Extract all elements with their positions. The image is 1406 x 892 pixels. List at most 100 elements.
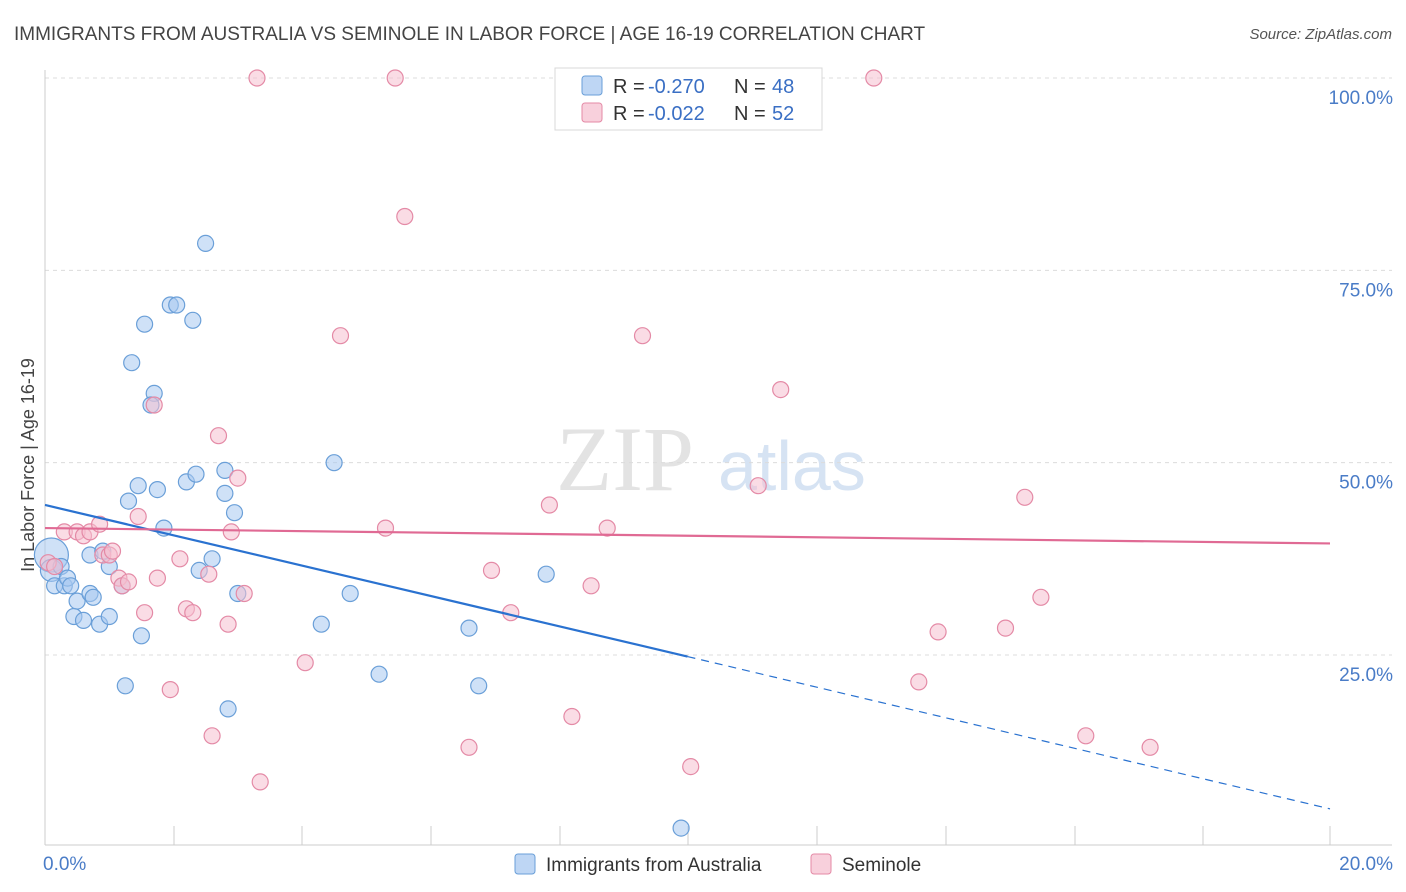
point-seminole-23 xyxy=(209,427,228,445)
x-tick-label-0: 0.0% xyxy=(43,854,86,875)
point-australia-23 xyxy=(123,354,141,372)
point-seminole-15 xyxy=(145,396,163,414)
trend-lines xyxy=(44,503,1331,810)
point-seminole-51 xyxy=(1032,588,1050,606)
legend-n-label-1: N = xyxy=(734,76,766,98)
point-seminole-36 xyxy=(482,561,501,580)
point-australia-36 xyxy=(216,461,234,479)
legend-r-label-2: R = xyxy=(613,103,645,125)
point-australia-8 xyxy=(68,592,86,610)
point-seminole-34 xyxy=(396,207,414,226)
point-seminole-44 xyxy=(749,477,767,495)
point-seminole-28 xyxy=(248,69,266,87)
point-australia-38 xyxy=(219,700,237,718)
watermark-zip: ZIP xyxy=(556,408,694,510)
point-australia-34 xyxy=(197,234,215,252)
legend: R = -0.270 N = 48 R = -0.022 N = 52 xyxy=(554,67,823,131)
x-tick-labels: 0.0% 20.0% xyxy=(43,854,1393,875)
point-australia-48 xyxy=(672,819,690,837)
point-seminole-27 xyxy=(235,584,253,603)
legend-r-value-1: -0.270 xyxy=(648,76,705,98)
point-australia-32 xyxy=(187,465,205,483)
point-seminole-38 xyxy=(540,496,559,514)
point-australia-39 xyxy=(225,504,244,522)
point-seminole-40 xyxy=(582,577,600,595)
point-seminole-35 xyxy=(460,738,478,756)
point-australia-19 xyxy=(119,492,138,510)
chart-title: IMMIGRANTS FROM AUSTRALIA VS SEMINOLE IN… xyxy=(14,24,926,45)
point-seminole-1 xyxy=(45,557,64,576)
point-seminole-50 xyxy=(1016,488,1034,506)
point-australia-16 xyxy=(100,607,118,626)
watermark-atlas: atlas xyxy=(718,427,866,505)
point-seminole-22 xyxy=(203,727,221,745)
point-australia-42 xyxy=(325,454,343,472)
point-australia-41 xyxy=(312,615,330,633)
bottom-legend-label-seminole: Seminole xyxy=(842,855,921,876)
point-seminole-30 xyxy=(296,654,314,672)
legend-n-value-1: 48 xyxy=(772,76,794,98)
watermark: ZIP atlas xyxy=(556,408,866,510)
y-tick-label-2: 50.0% xyxy=(1339,473,1393,494)
point-seminole-9 xyxy=(103,542,122,560)
point-seminole-52 xyxy=(1077,727,1095,745)
point-seminole-21 xyxy=(200,565,218,583)
point-seminole-16 xyxy=(148,569,166,587)
bottom-legend-swatch-seminole xyxy=(810,853,832,875)
x-tick-label-1: 20.0% xyxy=(1339,854,1393,875)
point-seminole-20 xyxy=(184,604,202,622)
point-australia-43 xyxy=(341,584,359,603)
point-australia-18 xyxy=(116,677,134,695)
point-seminole-17 xyxy=(161,680,179,699)
bottom-legend: Immigrants from Australia Seminole xyxy=(514,853,921,876)
legend-swatch-australia xyxy=(581,75,603,96)
y-tick-label-3: 25.0% xyxy=(1339,665,1393,686)
legend-r-label-1: R = xyxy=(613,76,645,98)
point-seminole-45 xyxy=(772,381,790,399)
chart-source: Source: ZipAtlas.com xyxy=(1249,26,1392,43)
point-seminole-42 xyxy=(633,327,652,345)
point-seminole-33 xyxy=(386,69,404,87)
point-australia-31 xyxy=(184,311,202,329)
bottom-legend-swatch-australia xyxy=(514,853,536,875)
point-seminole-47 xyxy=(910,673,928,691)
point-seminole-12 xyxy=(119,573,138,591)
point-seminole-13 xyxy=(129,507,147,526)
point-seminole-26 xyxy=(229,469,247,487)
point-seminole-25 xyxy=(222,523,240,541)
gridlines xyxy=(45,77,1392,656)
point-seminole-14 xyxy=(136,604,154,622)
point-australia-29 xyxy=(168,296,186,314)
point-australia-11 xyxy=(84,588,102,606)
legend-n-value-2: 52 xyxy=(772,103,794,125)
y-tick-label-1: 75.0% xyxy=(1339,280,1393,301)
trend-line-seminole xyxy=(44,526,1331,545)
point-australia-46 xyxy=(470,677,488,695)
y-tick-labels: 100.0% 75.0% 50.0% 25.0% xyxy=(1329,88,1394,686)
point-australia-26 xyxy=(148,481,166,499)
point-seminole-43 xyxy=(682,757,700,776)
point-australia-44 xyxy=(370,665,388,683)
trend-line-extension-australia xyxy=(687,655,1331,810)
point-seminole-39 xyxy=(563,707,581,726)
point-australia-47 xyxy=(537,565,555,583)
point-australia-22 xyxy=(136,315,154,333)
legend-r-value-2: -0.022 xyxy=(648,103,705,125)
point-australia-21 xyxy=(132,627,150,645)
point-seminole-31 xyxy=(331,327,350,345)
y-tick-label-0: 100.0% xyxy=(1329,88,1394,109)
legend-n-label-2: N = xyxy=(734,103,766,125)
point-seminole-29 xyxy=(251,773,269,791)
point-seminole-49 xyxy=(996,619,1015,637)
y-axis-label: In Labor Force | Age 16-19 xyxy=(18,358,38,572)
bottom-legend-label-australia: Immigrants from Australia xyxy=(546,855,762,876)
point-seminole-18 xyxy=(171,550,189,568)
legend-swatch-seminole xyxy=(581,102,603,123)
point-seminole-24 xyxy=(219,615,237,633)
point-seminole-32 xyxy=(376,519,395,537)
point-australia-37 xyxy=(216,484,234,502)
point-australia-9 xyxy=(74,611,93,630)
point-seminole-41 xyxy=(598,519,616,537)
point-seminole-46 xyxy=(865,69,883,87)
